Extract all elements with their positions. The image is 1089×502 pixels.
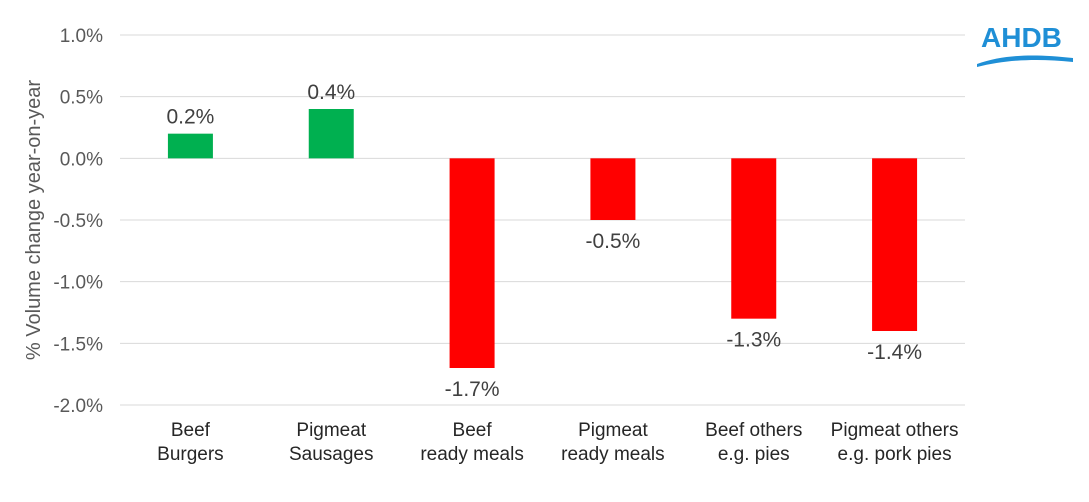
x-tick-label: Pigmeat ready meals [561, 420, 665, 465]
data-label: 0.2% [166, 106, 214, 129]
y-tick-label: -2.0% [53, 396, 103, 417]
y-axis-label: % Volume change year-on-year [23, 80, 45, 360]
data-label: 0.4% [307, 81, 355, 104]
y-tick-label: 1.0% [60, 26, 103, 47]
ahdb-logo: AHDB [975, 22, 1075, 72]
y-tick-label: 0.0% [60, 149, 103, 170]
x-tick-label: Beef ready meals [420, 420, 524, 465]
y-tick-label: -1.5% [53, 334, 103, 355]
bar [308, 109, 354, 159]
y-tick-label: -0.5% [53, 211, 103, 232]
y-tick-label: 0.5% [60, 88, 103, 109]
logo-text: AHDB [981, 22, 1062, 53]
x-tick-label: Beef Burgers [157, 420, 224, 465]
y-tick-label: -1.0% [53, 273, 103, 294]
bar [731, 158, 777, 319]
x-tick-label: Pigmeat Sausages [289, 420, 374, 465]
data-labels: 0.2% 0.4% -1.7% -0.5% -1.3% -1.4% [166, 81, 922, 401]
data-label: -1.3% [726, 329, 781, 352]
bar [872, 158, 918, 331]
data-label: -0.5% [585, 230, 640, 253]
data-label: -1.7% [445, 378, 500, 401]
gridlines [120, 34, 965, 406]
x-tick-label: Beef others e.g. pies [705, 420, 802, 465]
x-axis-tick-labels: Beef Burgers Pigmeat Sausages Beef ready meal… [157, 420, 958, 465]
logo-wave-icon [977, 55, 1073, 67]
bar [590, 158, 636, 220]
y-axis-tick-labels: 1.0% 0.5% 0.0% -0.5% -1.0% -1.5% -2.0% [53, 26, 103, 417]
bars [167, 109, 918, 368]
bar [449, 158, 495, 368]
data-label: -1.4% [867, 341, 922, 364]
bar [167, 133, 213, 159]
x-tick-label: Pigmeat others e.g. pork pies [831, 420, 959, 465]
